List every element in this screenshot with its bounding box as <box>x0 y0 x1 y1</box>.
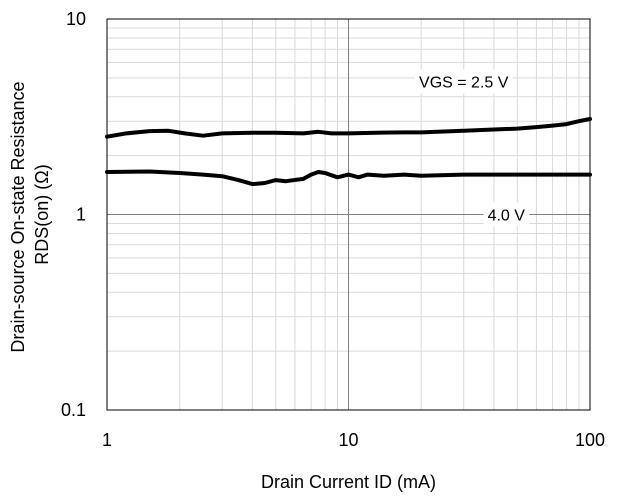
series-label-background <box>483 202 530 227</box>
y-axis-title: Drain-source On-state Resistance RDS(on)… <box>8 76 52 352</box>
plot-area-frame <box>106 18 591 411</box>
y-tick-label: 10 <box>66 9 86 29</box>
series-label-background <box>415 69 513 94</box>
x-tick-label: 100 <box>575 430 605 450</box>
y-axis-title-line-1: Drain-source On-state Resistance <box>8 81 28 352</box>
tick-labels: 1 10 100 0.1 1 10 <box>61 9 605 450</box>
y-axis-title-line-2: RDS(on) (Ω) <box>32 164 52 264</box>
y-tick-label: 0.1 <box>61 400 86 420</box>
x-axis-title: Drain Current ID (mA) <box>261 472 436 492</box>
x-tick-label: 10 <box>338 430 358 450</box>
y-tick-label: 1 <box>76 205 86 225</box>
series-layer: VGS = 2.5 V 4.0 V <box>105 69 592 227</box>
series-label-0: VGS = 2.5 V <box>419 74 509 91</box>
series-line-0 <box>105 117 592 139</box>
series-line-1 <box>105 169 592 187</box>
x-tick-label: 1 <box>102 430 112 450</box>
series-label-1: 4.0 V <box>488 208 526 225</box>
